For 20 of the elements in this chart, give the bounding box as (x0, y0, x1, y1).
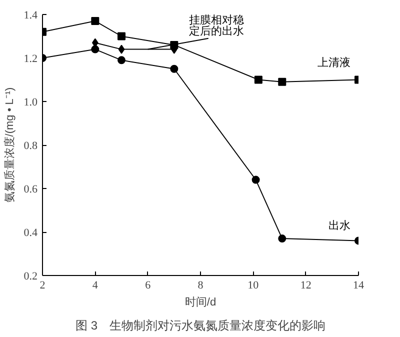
y-axis-title: 氨氮质量浓度/(mg • L⁻¹) (2, 87, 16, 203)
y-tick-label: 0.6 (24, 184, 38, 196)
y-tick-label: 1.2 (24, 53, 38, 65)
x-tick-label: 6 (145, 280, 152, 292)
caption: 图 3 生物制剂对污水氨氮质量浓度变化的影响 (75, 318, 326, 332)
y-tick-label: 0.2 (24, 270, 38, 282)
x-tick-label: 10 (248, 280, 260, 292)
series-label: 挂膜相对稳定后的出水 (188, 13, 244, 38)
x-tick-label: 12 (300, 280, 312, 292)
y-tick-label: 1.4 (24, 10, 38, 22)
y-tick-label: 0.4 (24, 227, 38, 239)
y-tick-label: 0.8 (24, 140, 38, 152)
x-tick-label: 8 (198, 280, 204, 292)
y-tick-label: 1.0 (24, 96, 38, 108)
series-label: 上清液 (318, 56, 351, 69)
x-tick-label: 4 (92, 280, 98, 292)
series-label: 出水 (328, 219, 351, 232)
x-tick-label: 2 (40, 280, 46, 292)
x-axis-title: 时间/d (184, 296, 216, 308)
x-tick-label: 14 (353, 280, 364, 292)
